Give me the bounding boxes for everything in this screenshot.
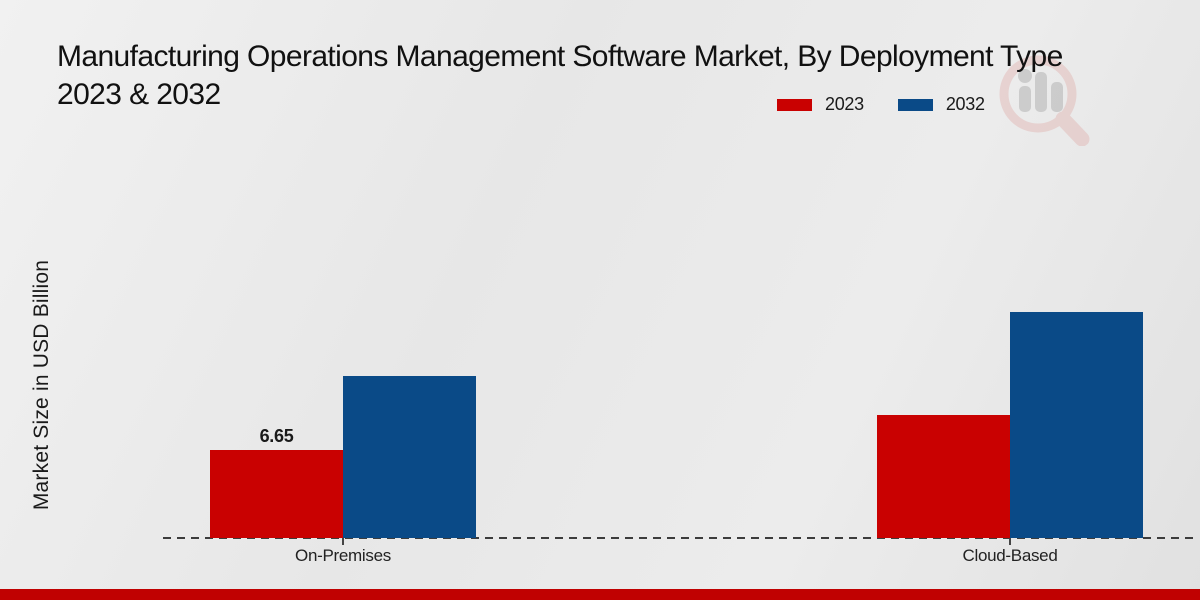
- x-axis-tick-on-premises: [342, 538, 344, 545]
- x-axis-tick-cloud-based: [1009, 538, 1011, 545]
- watermark-logo-icon: [999, 55, 1090, 146]
- category-label-cloud-based: Cloud-Based: [962, 546, 1058, 565]
- legend-item-2023: 2023: [777, 94, 864, 115]
- bar-2023-on-premises: [210, 450, 343, 538]
- chart-title: Manufacturing Operations Management Soft…: [57, 38, 1200, 114]
- legend-item-2032: 2032: [897, 94, 985, 115]
- bar-2032-cloud-based: [1010, 312, 1143, 538]
- legend-label-2023: 2023: [825, 94, 864, 114]
- footer-accent-bar: [0, 589, 1200, 600]
- legend-swatch-2032-icon: [897, 98, 933, 111]
- chart-title-line1: Manufacturing Operations Management Soft…: [57, 40, 1063, 73]
- legend-swatch-2023-icon: [777, 98, 812, 111]
- bar-2023-cloud-based: [877, 415, 1010, 538]
- legend: 2023 2032: [777, 94, 985, 115]
- legend-label-2032: 2032: [945, 94, 985, 114]
- chart-title-line2: 2023 & 2032: [57, 78, 221, 111]
- bar-2032-on-premises: [343, 376, 476, 538]
- x-axis-baseline: [163, 537, 1193, 539]
- category-label-on-premises: On-Premises: [295, 546, 391, 565]
- bar-value-label-2023-on-premises: 6.65: [259, 426, 294, 446]
- y-axis-label: Market Size in USD Billion: [30, 259, 53, 511]
